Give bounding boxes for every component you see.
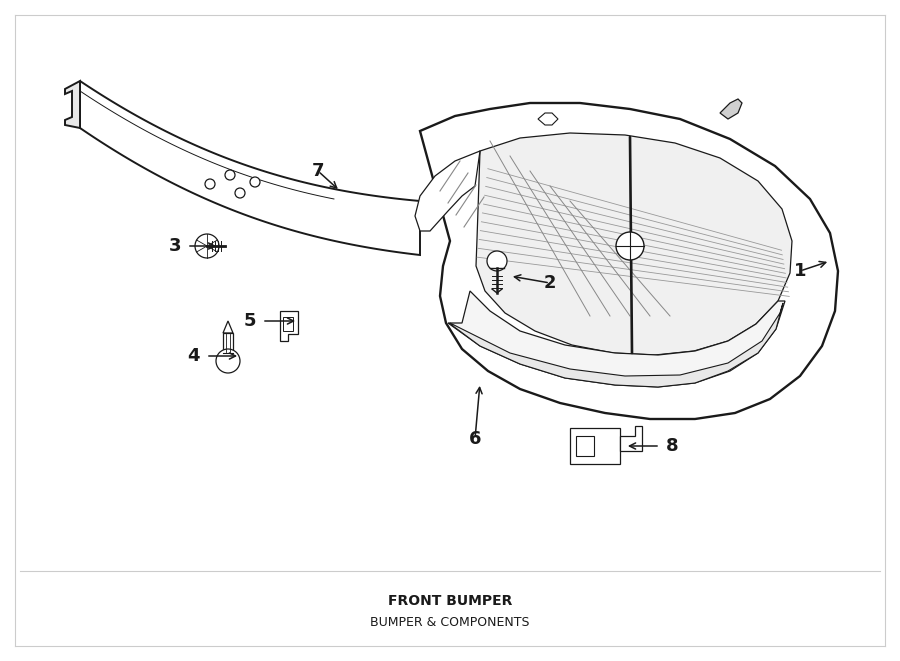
Bar <box>576 436 594 456</box>
Circle shape <box>216 349 240 373</box>
Polygon shape <box>476 133 792 355</box>
Circle shape <box>235 188 245 198</box>
Text: FRONT BUMPER: FRONT BUMPER <box>388 594 512 608</box>
Circle shape <box>250 177 260 187</box>
Bar <box>283 317 293 331</box>
Text: 4: 4 <box>187 347 199 365</box>
Circle shape <box>195 234 219 258</box>
Circle shape <box>616 232 644 260</box>
Polygon shape <box>420 103 838 419</box>
Polygon shape <box>415 151 480 231</box>
Polygon shape <box>620 426 642 451</box>
Circle shape <box>487 251 507 271</box>
Circle shape <box>205 179 215 189</box>
Text: 2: 2 <box>544 274 556 292</box>
Polygon shape <box>223 321 233 333</box>
Text: BUMPER & COMPONENTS: BUMPER & COMPONENTS <box>370 617 530 629</box>
Bar <box>570 428 620 464</box>
Polygon shape <box>280 311 298 341</box>
Polygon shape <box>223 333 233 353</box>
Text: 5: 5 <box>244 312 256 330</box>
Text: 3: 3 <box>169 237 181 255</box>
Polygon shape <box>720 99 742 119</box>
Circle shape <box>225 170 235 180</box>
Polygon shape <box>450 303 783 387</box>
Text: 1: 1 <box>794 262 806 280</box>
Polygon shape <box>448 291 785 387</box>
Polygon shape <box>80 81 420 255</box>
Polygon shape <box>65 81 80 128</box>
Text: 7: 7 <box>311 162 324 180</box>
Text: 6: 6 <box>469 430 482 448</box>
Polygon shape <box>538 113 558 125</box>
Text: 8: 8 <box>666 437 679 455</box>
